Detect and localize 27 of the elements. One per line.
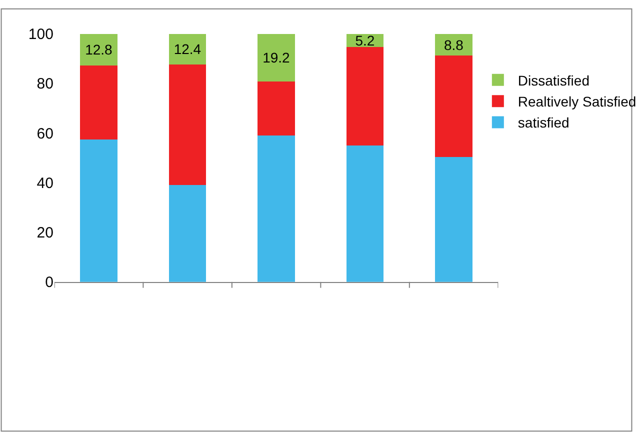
bar (258, 81, 295, 136)
bar (435, 156, 472, 282)
legend-label: Dissatisfied (518, 72, 590, 88)
data-label: 12.4 (174, 41, 202, 58)
y-tick-label: 20 (36, 224, 54, 242)
data-label: 5.2 (355, 32, 375, 48)
bar (435, 56, 472, 157)
data-label: 12.8 (85, 42, 113, 58)
y-tick-label: 60 (36, 125, 54, 142)
y-tick-label: 0 (45, 274, 54, 292)
legend-label: Realtively Satisfied (518, 94, 636, 110)
y-tick-label: 40 (36, 174, 54, 192)
bar (80, 66, 118, 140)
bar (168, 64, 206, 186)
data-label: 19.2 (262, 50, 290, 66)
bar (258, 136, 295, 282)
bar (168, 185, 206, 282)
bar (168, 34, 206, 65)
bar (258, 34, 295, 82)
y-tick-label: 80 (36, 76, 54, 93)
y-tick-label: 100 (28, 26, 54, 44)
bar (346, 46, 384, 146)
bar (80, 140, 118, 282)
bar (80, 34, 118, 66)
legend-label: satisfied (518, 114, 570, 131)
data-label: 8.8 (444, 36, 464, 53)
bar (346, 145, 384, 282)
